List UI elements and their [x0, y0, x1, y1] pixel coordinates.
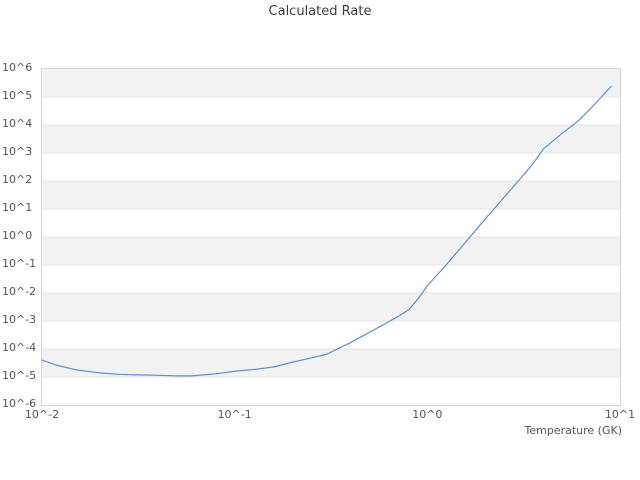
y-tick-label: 10^-4 [2, 341, 37, 354]
y-tick-label: 10^6 [2, 61, 33, 74]
y-tick-label: 10^-1 [2, 257, 37, 270]
y-tick-label: 10^-2 [2, 285, 37, 298]
y-tick-label: 10^-6 [2, 397, 37, 410]
x-axis-title: Temperature (GK) [524, 424, 623, 437]
x-tick-label: 10^-1 [217, 408, 252, 421]
y-tick-label: 10^0 [2, 229, 33, 242]
decade-band [42, 237, 620, 265]
series-line-calculated-rate [42, 85, 612, 377]
y-tick-label: 10^3 [2, 145, 33, 158]
y-tick-label: 10^1 [2, 201, 33, 214]
y-tick-label: 10^4 [2, 117, 33, 130]
x-tick-label: 10^1 [604, 408, 636, 421]
x-tick-label: 10^-2 [24, 408, 60, 421]
y-tick-label: 10^2 [2, 173, 33, 186]
decade-band [42, 125, 620, 153]
decade-band [42, 293, 620, 321]
y-tick-label: 10^5 [2, 89, 33, 102]
y-tick-label: 10^-3 [2, 313, 37, 326]
plot-area [41, 68, 621, 406]
decade-band [42, 181, 620, 209]
y-tick-label: 10^-5 [2, 369, 37, 382]
decade-band [42, 349, 620, 377]
decade-band [42, 69, 620, 97]
chart-title: Calculated Rate [268, 4, 372, 19]
x-tick-label: 10^0 [412, 408, 443, 421]
plot-canvas [42, 69, 620, 378]
